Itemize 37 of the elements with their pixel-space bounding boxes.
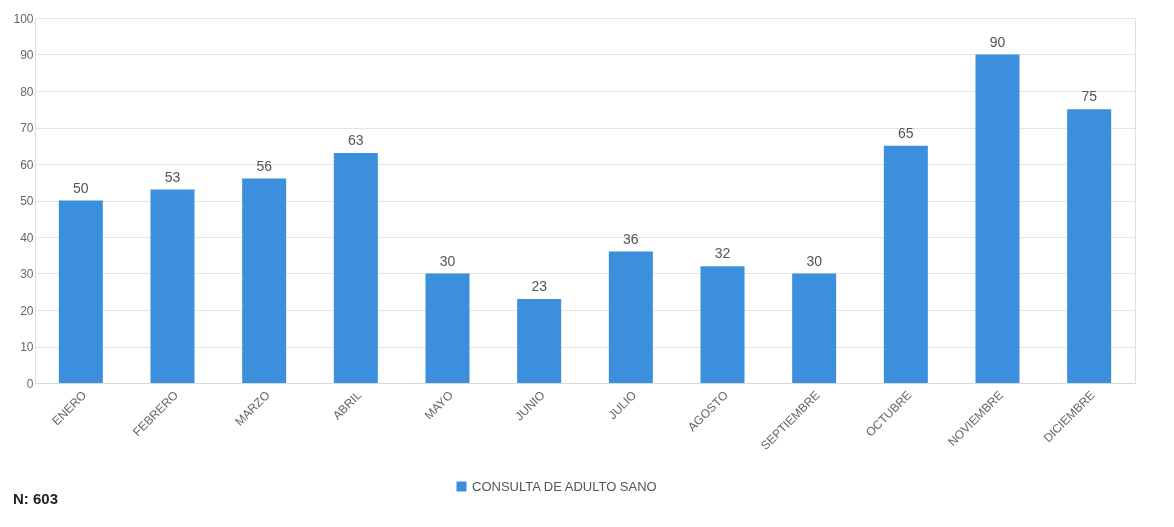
text: N: 603 bbox=[12, 490, 59, 507]
y-tick-label: 20 bbox=[20, 303, 34, 318]
bar bbox=[242, 178, 287, 383]
data-label: 32 bbox=[714, 245, 731, 262]
y-tick-label: 60 bbox=[20, 157, 34, 172]
data-label: 30 bbox=[806, 252, 823, 269]
y-tick-label: 10 bbox=[20, 340, 34, 354]
y-tick-label: 40 bbox=[20, 230, 34, 245]
y-tick-label: 100 bbox=[13, 11, 34, 26]
legend-label: CONSULTA DE ADULTO SANO bbox=[472, 478, 657, 494]
y-tick-label: 90 bbox=[20, 48, 34, 62]
y-tick-label: 0 bbox=[26, 376, 34, 391]
bar bbox=[608, 251, 653, 383]
data-label: 56 bbox=[256, 157, 273, 174]
bar bbox=[333, 153, 378, 383]
bar bbox=[150, 189, 195, 383]
y-tick-label: 70 bbox=[20, 121, 34, 135]
data-label: 63 bbox=[348, 132, 364, 149]
data-label: 50 bbox=[73, 179, 89, 196]
data-label: 53 bbox=[164, 168, 181, 185]
bar bbox=[975, 54, 1020, 383]
bar bbox=[58, 200, 103, 383]
bar bbox=[792, 273, 837, 383]
bar bbox=[425, 273, 470, 383]
y-tick-label: 50 bbox=[20, 194, 34, 208]
data-label: 23 bbox=[531, 278, 548, 295]
bar bbox=[1067, 109, 1112, 383]
data-label: 36 bbox=[623, 230, 639, 247]
bar bbox=[883, 145, 928, 383]
data-label: 65 bbox=[898, 124, 914, 141]
bar bbox=[517, 299, 562, 383]
y-tick-label: 80 bbox=[20, 84, 34, 99]
data-label: 75 bbox=[1081, 88, 1098, 105]
bar bbox=[700, 266, 745, 383]
y-tick-label: 30 bbox=[20, 267, 34, 281]
data-label: 30 bbox=[439, 252, 456, 269]
data-label: 90 bbox=[989, 33, 1006, 50]
